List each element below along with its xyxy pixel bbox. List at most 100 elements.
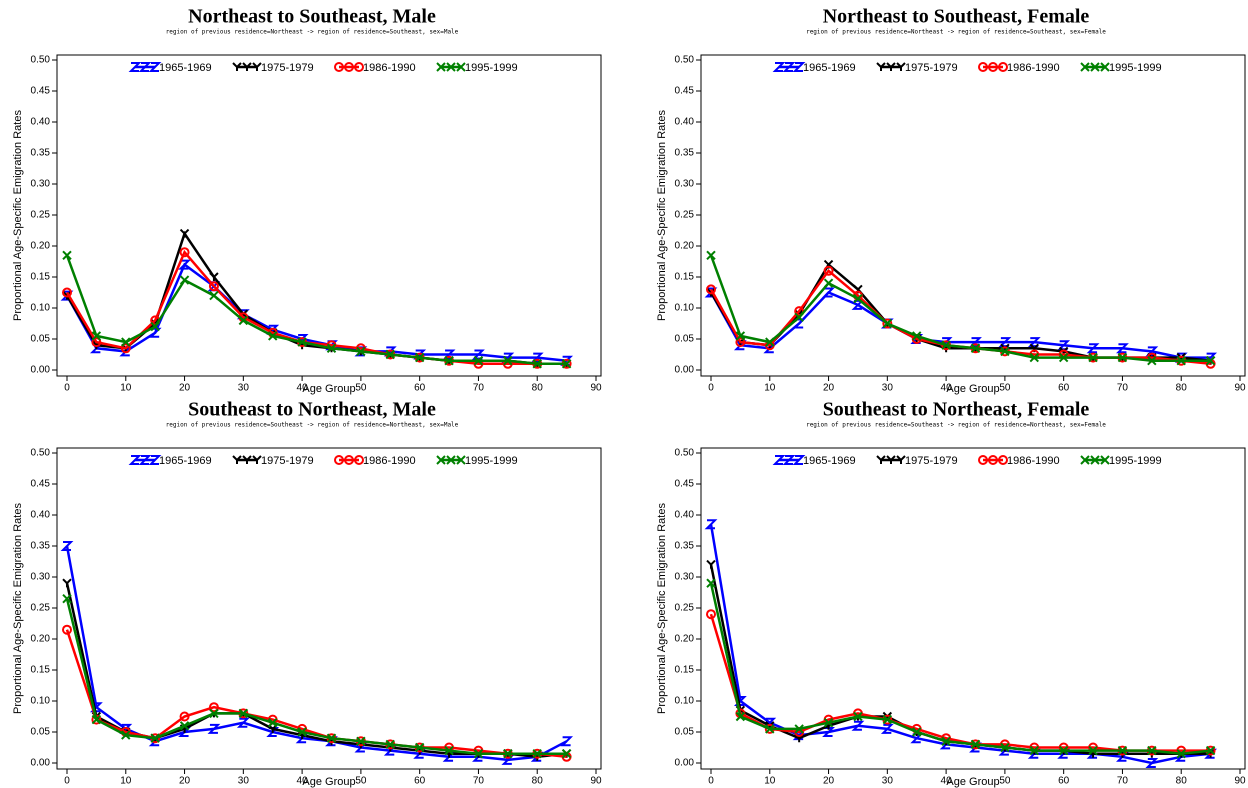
y-tick-label: 0.30	[31, 572, 51, 583]
x-tick-label: 80	[532, 776, 544, 787]
series-line	[65, 545, 568, 762]
y-axis-label: Proportional Age-Specific Emigration Rat…	[656, 503, 668, 714]
marker	[706, 284, 716, 295]
legend-marker	[1080, 62, 1090, 72]
legend-label: 1975-1979	[261, 62, 314, 74]
marker	[385, 739, 395, 750]
x-tick-label: 30	[882, 776, 894, 787]
x-tick-label: 40	[941, 383, 953, 394]
x-axis-label: Age Group	[946, 776, 999, 788]
x-tick-label: 10	[120, 776, 132, 787]
x-tick-label: 70	[473, 383, 485, 394]
y-tick-label: 0.20	[31, 241, 51, 252]
marker	[1145, 758, 1159, 768]
y-tick-label: 0.40	[675, 510, 695, 521]
y-tick-label: 0.35	[675, 541, 695, 552]
marker	[414, 352, 425, 363]
marker	[473, 355, 484, 366]
legend-marker	[446, 62, 456, 72]
marker	[356, 346, 366, 357]
x-tick-label: 30	[238, 383, 250, 394]
legend-marker	[148, 62, 162, 72]
marker	[120, 343, 131, 354]
y-tick-label: 0.35	[675, 148, 695, 159]
marker	[851, 720, 865, 731]
marker	[1088, 352, 1098, 363]
x-axis-label: Age Group	[302, 776, 355, 788]
y-tick-label: 0.10	[31, 303, 51, 314]
legend-marker	[128, 455, 142, 465]
marker	[823, 265, 834, 276]
x-tick-label: 0	[64, 383, 70, 394]
series-line	[709, 564, 1211, 755]
legend-marker	[252, 62, 262, 71]
x-tick-label: 60	[1058, 383, 1070, 394]
legend-label: 1965-1969	[159, 455, 212, 467]
legend-marker	[128, 62, 142, 72]
legend-marker	[886, 455, 896, 464]
marker	[969, 337, 982, 348]
y-tick-label: 0.10	[31, 696, 51, 707]
chart-subtitle: region of previous residence=Northeast -…	[166, 29, 459, 36]
x-tick-label: 70	[473, 776, 485, 787]
marker	[706, 578, 716, 588]
x-tick-label: 30	[882, 383, 894, 394]
x-axis-label: Age Group	[302, 383, 355, 395]
marker	[62, 578, 72, 588]
legend-label: 1995-1999	[1109, 62, 1162, 74]
marker	[414, 742, 425, 753]
marker	[209, 708, 219, 719]
marker	[178, 259, 191, 270]
legend-marker	[1080, 455, 1090, 465]
y-tick-label: 0.35	[31, 541, 51, 552]
marker	[326, 733, 337, 743]
y-tick-label: 0.00	[675, 758, 695, 769]
x-tick-label: 30	[238, 776, 250, 787]
marker	[150, 733, 160, 743]
chart-title: Northeast to Southeast, Male	[188, 6, 436, 28]
legend-label: 1975-1979	[905, 62, 958, 74]
legend-marker	[354, 62, 364, 72]
x-axis-label: Age Group	[946, 383, 999, 395]
marker	[1147, 745, 1157, 756]
x-tick-label: 0	[64, 776, 70, 787]
legend-label: 1965-1969	[803, 455, 856, 467]
marker	[297, 337, 307, 347]
marker	[1058, 745, 1069, 756]
legend-marker	[1100, 455, 1110, 465]
marker	[530, 352, 544, 363]
x-tick-label: 60	[1058, 776, 1070, 787]
marker	[444, 745, 454, 756]
x-tick-label: 90	[1234, 383, 1246, 394]
marker	[765, 724, 775, 734]
marker	[853, 711, 863, 722]
x-tick-label: 10	[120, 383, 132, 394]
marker	[62, 287, 72, 298]
legend-marker	[242, 455, 252, 464]
series-line	[65, 254, 567, 366]
legend-marker	[782, 455, 796, 465]
y-tick-label: 0.40	[31, 510, 51, 521]
legend-marker	[1100, 62, 1110, 72]
marker	[444, 355, 454, 366]
marker	[91, 337, 102, 348]
marker	[998, 337, 1012, 348]
marker	[912, 727, 922, 737]
marker	[238, 708, 249, 719]
marker	[1029, 352, 1039, 363]
legend-label: 1975-1979	[905, 455, 958, 467]
legend-marker	[876, 455, 886, 464]
marker	[121, 730, 131, 740]
marker	[532, 359, 542, 369]
legend-label: 1986-1990	[363, 62, 416, 74]
marker	[560, 736, 574, 747]
legend-marker	[242, 62, 252, 71]
chart-subtitle: region of previous residence=Southeast -…	[166, 422, 459, 429]
marker	[150, 321, 160, 332]
y-axis-label: Proportional Age-Specific Emigration Rat…	[12, 503, 24, 714]
marker	[326, 343, 337, 354]
chart-title: Northeast to Southeast, Female	[823, 6, 1090, 28]
marker	[356, 736, 366, 747]
x-tick-label: 10	[764, 776, 776, 787]
